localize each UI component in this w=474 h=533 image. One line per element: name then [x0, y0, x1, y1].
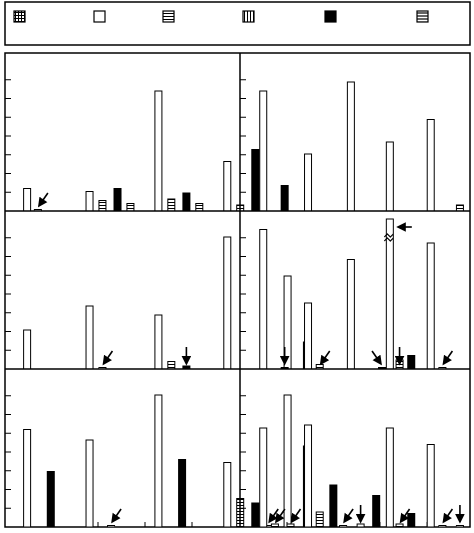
bar-white [438, 525, 447, 528]
panel-0-0 [23, 90, 260, 212]
bar-white [85, 191, 94, 212]
bar-hstripe [126, 203, 135, 212]
panel-0-1 [259, 81, 464, 212]
annotation-arrow [319, 350, 331, 366]
bar-white [259, 229, 268, 370]
axes [5, 53, 470, 527]
bar-white [23, 188, 32, 212]
bar-black [280, 185, 289, 212]
annotation-arrow [442, 508, 454, 524]
bar-white [107, 525, 116, 528]
bar-black [178, 459, 187, 528]
annotation-arrow [399, 508, 411, 524]
plot-frame [4, 52, 471, 528]
annotation-arrow [102, 350, 114, 366]
bar-black [407, 355, 416, 370]
bar-hstripe [98, 200, 107, 212]
bar-white [283, 394, 292, 528]
bar-white [346, 259, 355, 370]
legend-swatch-grid [13, 10, 26, 23]
bar-hstripe [167, 198, 176, 212]
axis-break-mark [383, 233, 394, 242]
bar-white [385, 427, 394, 528]
annotation-arrow [37, 192, 49, 208]
bar-white [455, 525, 464, 528]
bar-white [339, 525, 348, 528]
legend-swatch-vstripe [242, 10, 255, 23]
bar-white [23, 329, 32, 370]
annotation-arrow [343, 508, 354, 524]
bar-black [372, 495, 381, 528]
bar-white [23, 429, 32, 528]
bar-white [385, 218, 394, 370]
panel-1-0 [23, 236, 311, 370]
bar-hstripe [315, 511, 324, 528]
bar-white [154, 314, 163, 370]
bar-black [182, 192, 191, 212]
bar-black [113, 188, 122, 212]
annotation-arrow [371, 350, 382, 366]
panels [23, 81, 465, 528]
bar-white [304, 153, 313, 212]
bar-white [223, 462, 232, 528]
bar-white [385, 141, 394, 212]
legend-swatch-double-hstripe [416, 10, 429, 23]
bar-black [329, 484, 338, 528]
bar-white [426, 119, 435, 212]
legend-box [4, 1, 471, 46]
bar-black [251, 502, 260, 528]
legend [13, 10, 429, 23]
bar-white [304, 424, 313, 528]
bar-white [356, 523, 365, 528]
panel-2-1 [259, 424, 465, 528]
bar-hstripe [395, 523, 404, 528]
annotation-arrow [275, 508, 286, 524]
bar-white [259, 427, 268, 528]
bar-black [46, 471, 55, 528]
bar-white [85, 305, 94, 370]
bar-white [426, 444, 435, 528]
bar-white [154, 90, 163, 212]
legend-swatch-black [324, 10, 337, 23]
panel-2-0 [23, 394, 311, 528]
bar-white [304, 302, 313, 370]
bar-white [426, 242, 435, 370]
legend-swatch-white [93, 10, 106, 23]
annotation-arrow [268, 508, 279, 524]
bar-hstripe [270, 523, 279, 528]
bar-hstripe [455, 204, 464, 212]
bar-hstripe [167, 361, 176, 370]
bar-hstripe [195, 203, 204, 212]
bar-white [223, 236, 232, 370]
bar-white [346, 81, 355, 212]
bar-white [154, 394, 163, 528]
bar-white [85, 439, 94, 528]
bar-hstripe [286, 523, 295, 528]
bar-black [407, 513, 416, 528]
annotation-arrow [442, 350, 454, 366]
annotation-arrow [111, 508, 122, 524]
bar-black [251, 149, 260, 212]
annotation-arrow [290, 508, 302, 524]
bar-white [259, 90, 268, 212]
bar-white [223, 161, 232, 212]
legend-swatch-hstripe [162, 10, 175, 23]
